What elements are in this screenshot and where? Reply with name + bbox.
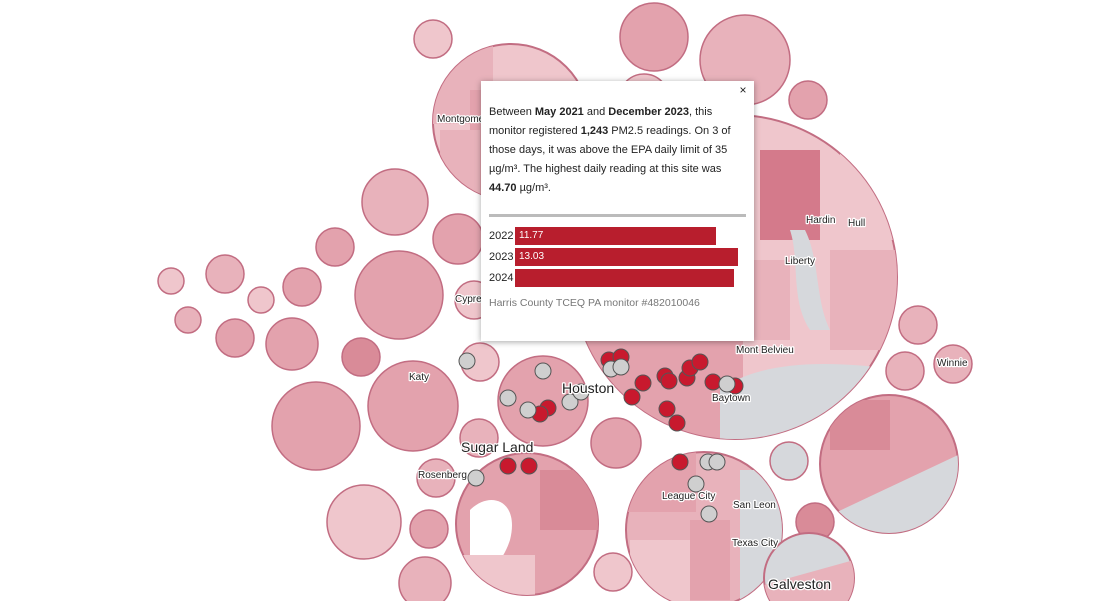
place-label: Winnie bbox=[937, 358, 968, 369]
place-label: San Leon bbox=[733, 500, 776, 511]
close-button[interactable]: × bbox=[736, 83, 750, 97]
annual-average-bars: 2022 11.77 2023 13.03 2024 bbox=[489, 227, 746, 287]
coastal-circle[interactable] bbox=[819, 394, 959, 540]
bar-fill bbox=[515, 269, 735, 287]
place-label: Rosenberg bbox=[418, 470, 467, 481]
galveston-circle[interactable] bbox=[763, 532, 855, 601]
popup-description: Between May 2021 and December 2023, this… bbox=[489, 106, 731, 194]
place-label: Galveston bbox=[768, 576, 831, 592]
monitor-popup: × Between May 2021 and December 2023, th… bbox=[481, 81, 754, 341]
sugar-land-circle[interactable] bbox=[455, 452, 600, 601]
reading-count: 1,243 bbox=[580, 125, 609, 137]
bar-year: 2022 bbox=[489, 230, 514, 242]
bar-row: 2022 11.77 bbox=[489, 227, 746, 245]
bar-row: 2023 13.03 bbox=[489, 248, 746, 266]
popup-divider bbox=[489, 214, 746, 217]
bar-year: 2024 bbox=[489, 272, 514, 284]
bar-fill: 13.03 bbox=[515, 248, 738, 266]
max-reading: 44.70 bbox=[489, 182, 517, 194]
monitor-id: Harris County TCEQ PA monitor #482010046 bbox=[489, 297, 700, 309]
bar-row: 2024 bbox=[489, 269, 746, 287]
place-label: Hull bbox=[848, 218, 865, 229]
place-label: League City bbox=[662, 491, 715, 502]
place-label: Houston bbox=[562, 380, 614, 396]
bar-fill: 11.77 bbox=[515, 227, 717, 245]
place-label: Katy bbox=[409, 372, 429, 383]
place-label: Liberty bbox=[785, 256, 815, 267]
bar-year: 2023 bbox=[489, 251, 514, 263]
small-circles-left bbox=[157, 2, 973, 601]
place-label: Hardin bbox=[806, 215, 835, 226]
monitor-markers[interactable] bbox=[458, 348, 744, 523]
place-label: Mont Belvieu bbox=[736, 345, 794, 356]
place-label: Montgomery bbox=[437, 114, 493, 125]
place-label: Sugar Land bbox=[461, 439, 533, 455]
start-date: May 2021 bbox=[534, 106, 584, 118]
place-label: Texas City bbox=[732, 538, 778, 549]
place-label: Baytown bbox=[712, 393, 750, 404]
close-icon: × bbox=[739, 83, 747, 97]
end-date: December 2023 bbox=[608, 106, 690, 118]
